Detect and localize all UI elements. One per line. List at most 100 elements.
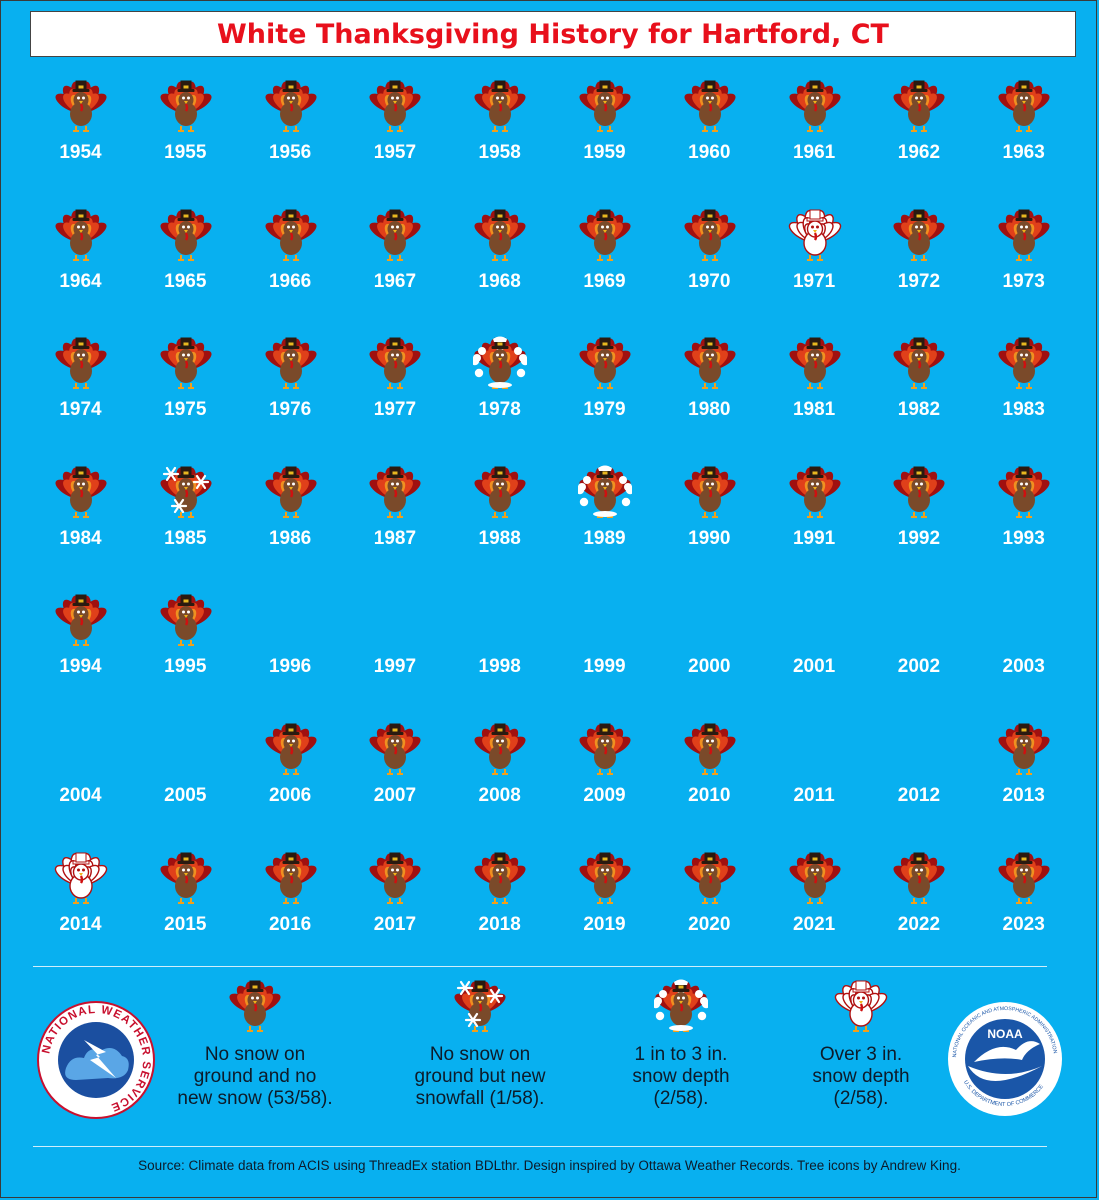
year-cell-2010: 2010 <box>657 719 762 839</box>
year-label: 1989 <box>583 527 626 549</box>
turkey-icon <box>684 80 736 132</box>
year-cell-1963: 1963 <box>971 76 1076 196</box>
legend-text-line: (2/58). <box>833 1088 889 1109</box>
turkey-icon <box>474 852 526 904</box>
legend-text-line: snow depth <box>812 1066 910 1087</box>
turkey-icon <box>160 337 212 390</box>
year-cell-1987: 1987 <box>342 462 447 582</box>
year-label: 1963 <box>1002 142 1045 163</box>
legend-text-line: ground but new <box>414 1066 546 1087</box>
year-label: 1991 <box>792 527 836 549</box>
turkey-icon <box>474 80 526 132</box>
year-cell-2015: 2015 <box>133 848 238 968</box>
turkey-icon <box>369 852 421 904</box>
year-label: 1972 <box>897 270 941 292</box>
year-label: 1978 <box>478 399 521 421</box>
year-label: 2010 <box>688 785 731 806</box>
turkey-icon <box>579 723 631 775</box>
year-cell-2023: 2023 <box>971 848 1076 968</box>
year-cell-1964: 1964 <box>28 205 133 325</box>
year-label: 1967 <box>373 270 417 292</box>
year-cell-1956: 1956 <box>238 76 343 196</box>
year-label: 2016 <box>268 913 312 935</box>
year-label: 2006 <box>268 785 312 806</box>
year-label: 1976 <box>268 399 312 421</box>
turkey-icon <box>55 209 107 261</box>
year-cell-1982: 1982 <box>866 333 971 453</box>
title-box: White Thanksgiving History for Hartford,… <box>30 11 1076 57</box>
turkey-icon <box>893 337 945 390</box>
year-label: 2015 <box>164 913 207 935</box>
year-cell-1962: 1962 <box>866 76 971 196</box>
year-label: 1987 <box>373 527 417 549</box>
year-label: 1969 <box>583 270 626 292</box>
year-label: 1977 <box>373 399 417 421</box>
year-cell-1974: 1974 <box>28 333 133 453</box>
year-label: 2011 <box>793 785 835 806</box>
year-cell-2004: 2004 <box>28 719 133 839</box>
year-label: 2000 <box>688 656 731 678</box>
year-cell-1975: 1975 <box>133 333 238 453</box>
year-label: 1956 <box>268 142 312 163</box>
year-label: 2022 <box>897 913 941 935</box>
legend-text-line: 1 in to 3 in. <box>634 1044 728 1065</box>
year-label: 1993 <box>1002 527 1045 549</box>
year-label: 1982 <box>897 399 941 421</box>
turkey-icon <box>265 337 317 390</box>
year-label: 1970 <box>688 270 731 292</box>
turkey-icon <box>684 337 736 390</box>
turkey-icon <box>579 852 631 904</box>
year-cell-2021: 2021 <box>762 848 867 968</box>
turkey-icon <box>789 466 841 518</box>
year-label: 2021 <box>792 913 836 935</box>
year-cell-1967: 1967 <box>342 205 447 325</box>
turkey-icon <box>55 594 107 647</box>
year-cell-1959: 1959 <box>552 76 657 196</box>
nws-logo-icon: NATIONAL WEATHER SERVICE <box>37 1001 155 1119</box>
year-cell-2019: 2019 <box>552 848 657 968</box>
legend-text-line: No snow on <box>429 1044 531 1065</box>
year-label: 1990 <box>688 527 731 549</box>
year-cell-1969: 1969 <box>552 205 657 325</box>
year-cell-2020: 2020 <box>657 848 762 968</box>
year-cell-1995: 1995 <box>133 590 238 710</box>
noaa-logo-icon: NOAA NATIONAL OCEANIC AND ATMOSPHERIC AD… <box>948 1002 1062 1116</box>
year-cell-1988: 1988 <box>447 462 552 582</box>
year-label: 2001 <box>792 656 836 678</box>
year-cell-1985: 1985 <box>133 462 238 582</box>
year-label: 1968 <box>478 270 521 292</box>
year-label: 1966 <box>268 270 312 292</box>
year-cell-2012: 2012 <box>866 719 971 839</box>
year-cell-1980: 1980 <box>657 333 762 453</box>
turkey-icon <box>579 80 631 132</box>
year-cell-2009: 2009 <box>552 719 657 839</box>
turkey-icon <box>893 852 945 904</box>
year-label: 1960 <box>688 142 731 163</box>
year-cell-2011: 2011 <box>762 719 867 839</box>
year-label: 1984 <box>59 527 102 549</box>
year-label: 1985 <box>164 527 207 549</box>
source-divider <box>33 1146 1047 1147</box>
turkey-icon <box>55 80 107 132</box>
year-cell-1977: 1977 <box>342 333 447 453</box>
turkey-icon <box>265 466 317 518</box>
year-cell-1983: 1983 <box>971 333 1076 453</box>
turkey-icon <box>998 723 1050 775</box>
year-cell-1984: 1984 <box>28 462 133 582</box>
year-cell-2006: 2006 <box>238 719 343 839</box>
legend-text-line: new snow (53/58). <box>177 1088 333 1109</box>
year-label: 2009 <box>583 785 626 806</box>
legend-top-divider <box>33 966 1047 967</box>
legend-text: No snow on ground but new snowfall (1/58). <box>380 1044 580 1110</box>
legend-text-line: (2/58). <box>653 1088 709 1109</box>
year-cell-2018: 2018 <box>447 848 552 968</box>
year-cell-1999: 1999 <box>552 590 657 710</box>
turkey-icon <box>998 209 1050 261</box>
year-cell-1978: 1978 <box>447 333 552 453</box>
turkey-icon <box>265 723 317 775</box>
snowy-turkey-icon <box>473 336 528 390</box>
year-label: 1983 <box>1002 399 1045 421</box>
year-label: 1988 <box>478 527 521 549</box>
turkey-icon <box>579 337 631 390</box>
year-label: 1964 <box>59 270 102 292</box>
